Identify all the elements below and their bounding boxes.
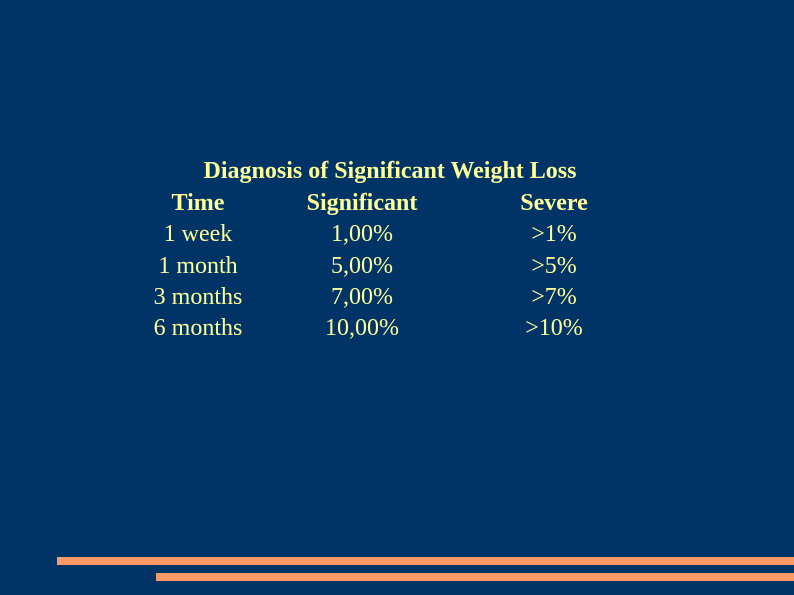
decorative-accent-bar-bottom <box>156 573 794 581</box>
table-cell-significant: 10,00% <box>325 315 399 341</box>
header-severe: Severe <box>520 190 588 216</box>
table-cell-severe: >7% <box>531 284 577 310</box>
header-time: Time <box>171 190 225 216</box>
table-cell-time: 1 month <box>158 253 238 279</box>
table-cell-severe: >5% <box>531 253 577 279</box>
table-cell-time: 3 months <box>153 284 243 310</box>
decorative-accent-bar-top <box>57 557 794 565</box>
table-cell-significant: 7,00% <box>331 284 393 310</box>
table-cell-severe: >1% <box>531 221 577 247</box>
table-cell-significant: 5,00% <box>331 253 393 279</box>
slide-title: Diagnosis of Significant Weight Loss <box>203 158 577 184</box>
table-cell-severe: >10% <box>525 315 583 341</box>
table-cell-time: 6 months <box>153 315 243 341</box>
header-significant: Significant <box>306 190 418 216</box>
table-cell-significant: 1,00% <box>331 221 393 247</box>
table-cell-time: 1 week <box>163 221 233 247</box>
